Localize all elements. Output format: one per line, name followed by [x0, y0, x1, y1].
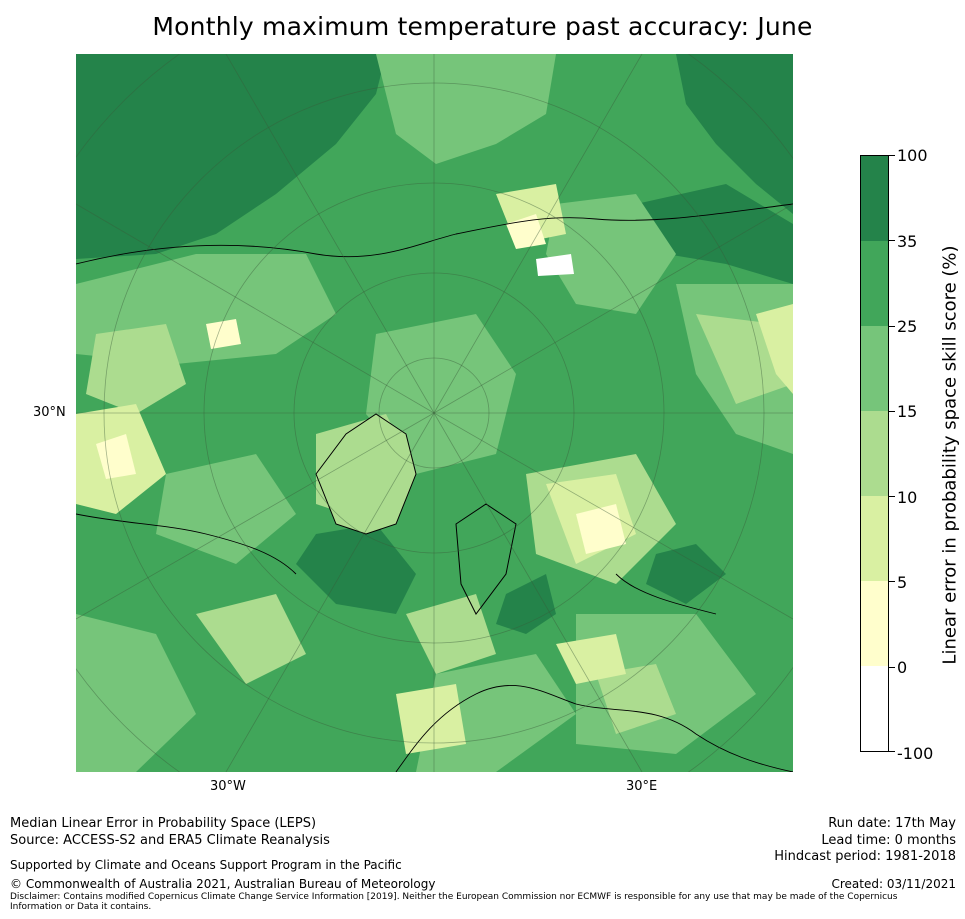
source-text: Source: ACCESS-S2 and ERA5 Climate Reana…	[10, 833, 330, 848]
colorbar-band-15-25	[861, 326, 888, 411]
run-date-text: Run date: 17th May	[828, 816, 956, 831]
colorbar-tick-label: 25	[897, 317, 918, 336]
colorbar-tick-label: 0	[897, 658, 908, 677]
support-text: Supported by Climate and Oceans Support …	[10, 858, 402, 872]
method-text: Median Linear Error in Probability Space…	[10, 816, 317, 831]
colorbar-tick	[889, 667, 895, 668]
colorbar-axis-label: Linear error in probability space skill …	[939, 245, 961, 665]
lon-label-30w: 30°W	[210, 779, 246, 794]
colorbar-tick-label: -100	[897, 744, 934, 763]
colorbar-tick	[889, 581, 895, 582]
colorbar-tick	[889, 240, 895, 241]
colorbar-tick-label: 5	[897, 573, 908, 592]
colorbar	[860, 155, 889, 752]
lat-label-30n: 30°N	[33, 405, 66, 420]
polar-skill-map	[76, 54, 793, 772]
colorbar-tick	[889, 326, 895, 327]
colorbar-tick-label: 100	[897, 146, 928, 165]
map-title: Monthly maximum temperature past accurac…	[152, 12, 813, 41]
colorbar-tick	[889, 155, 895, 156]
hindcast-text: Hindcast period: 1981-2018	[774, 849, 956, 864]
disclaimer-text: Disclaimer: Contains modified Copernicus…	[10, 892, 898, 912]
created-text: Created: 03/11/2021	[831, 877, 956, 891]
colorbar-tick	[889, 411, 895, 412]
colorbar-band-10-15	[861, 411, 888, 496]
copyright-text: © Commonwealth of Australia 2021, Austra…	[10, 877, 436, 891]
colorbar-tick-label: 15	[897, 402, 918, 421]
colorbar-band-0-5	[861, 581, 888, 666]
colorbar-tick-label: 35	[897, 232, 918, 251]
lon-label-30e: 30°E	[626, 779, 658, 794]
colorbar-band-5-10	[861, 496, 888, 581]
colorbar-band-neg100-0	[861, 666, 888, 751]
map-canvas	[76, 54, 793, 772]
colorbar-tick-label: 10	[897, 488, 918, 507]
colorbar-band-25-35	[861, 241, 888, 326]
lead-time-text: Lead time: 0 months	[821, 833, 956, 848]
colorbar-tick	[889, 496, 895, 497]
colorbar-tick	[889, 751, 895, 752]
colorbar-band-35-100	[861, 156, 888, 241]
